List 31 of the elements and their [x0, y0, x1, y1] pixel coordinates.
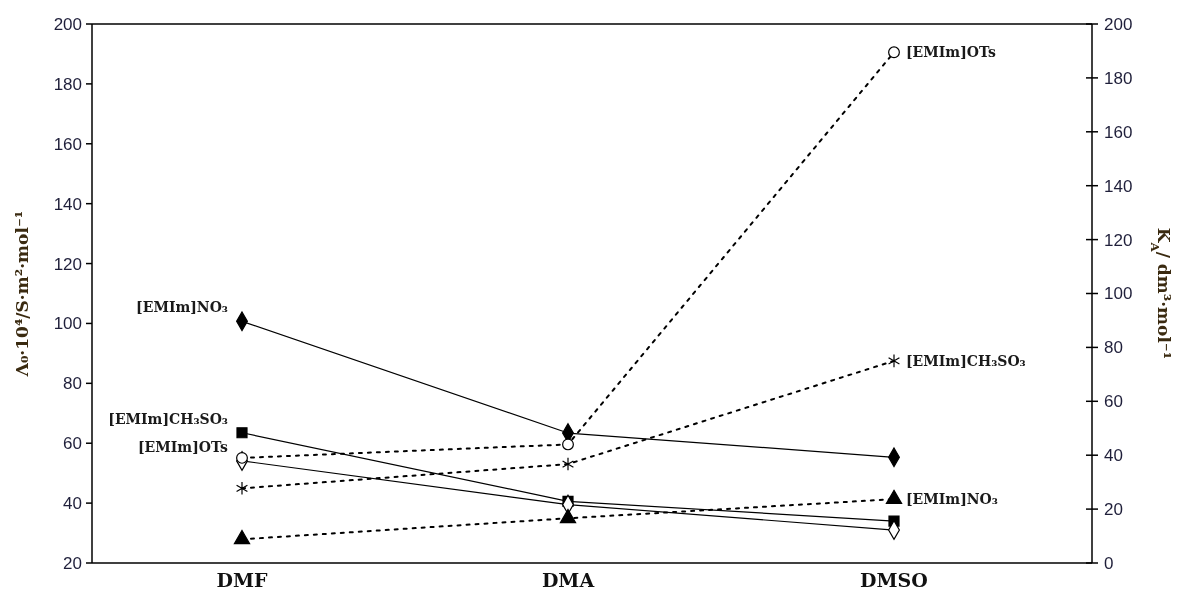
x-tick-label: DMSO [860, 569, 928, 591]
y-tick-label: 200 [53, 14, 82, 34]
y-tick-label: 120 [53, 254, 82, 274]
y-tick-label: 40 [63, 494, 82, 514]
y2-tick-label: 60 [1104, 392, 1123, 412]
y-tick-label: 80 [63, 374, 82, 394]
y-tick-label: 180 [53, 74, 82, 94]
y2-tick-label: 40 [1104, 446, 1123, 466]
series-label: [EMIm]NO₃ [906, 491, 998, 508]
y-tick-label: 140 [53, 194, 82, 214]
y2-tick-label: 80 [1104, 338, 1123, 358]
y-axis-title: Λ₀·10⁴/S·m²·mol⁻¹ [12, 210, 32, 378]
series-label: [EMIm]OTs [906, 44, 997, 61]
y2-tick-label: 0 [1104, 553, 1114, 573]
y-tick-label: 20 [63, 553, 82, 573]
series-label: [EMIm]NO₃ [136, 299, 228, 316]
y2-tick-label: 180 [1104, 68, 1133, 88]
series-label: [EMIm]CH₃SO₃ [906, 352, 1026, 369]
y2-tick-label: 20 [1104, 500, 1123, 520]
y2-tick-label: 140 [1104, 176, 1133, 196]
y2-tick-label: 100 [1104, 284, 1133, 304]
x-tick-label: DMF [216, 569, 269, 591]
y-tick-label: 60 [63, 434, 82, 454]
y2-tick-label: 200 [1104, 14, 1133, 34]
series-label: [EMIm]OTs [138, 438, 229, 455]
y2-tick-label: 120 [1104, 230, 1133, 250]
y2-tick-label: 160 [1104, 122, 1133, 142]
x-tick-label: DMA [541, 569, 595, 591]
y-tick-label: 160 [53, 134, 82, 154]
series-label: [EMIm]CH₃SO₃ [108, 410, 228, 427]
y-tick-label: 100 [53, 314, 82, 334]
